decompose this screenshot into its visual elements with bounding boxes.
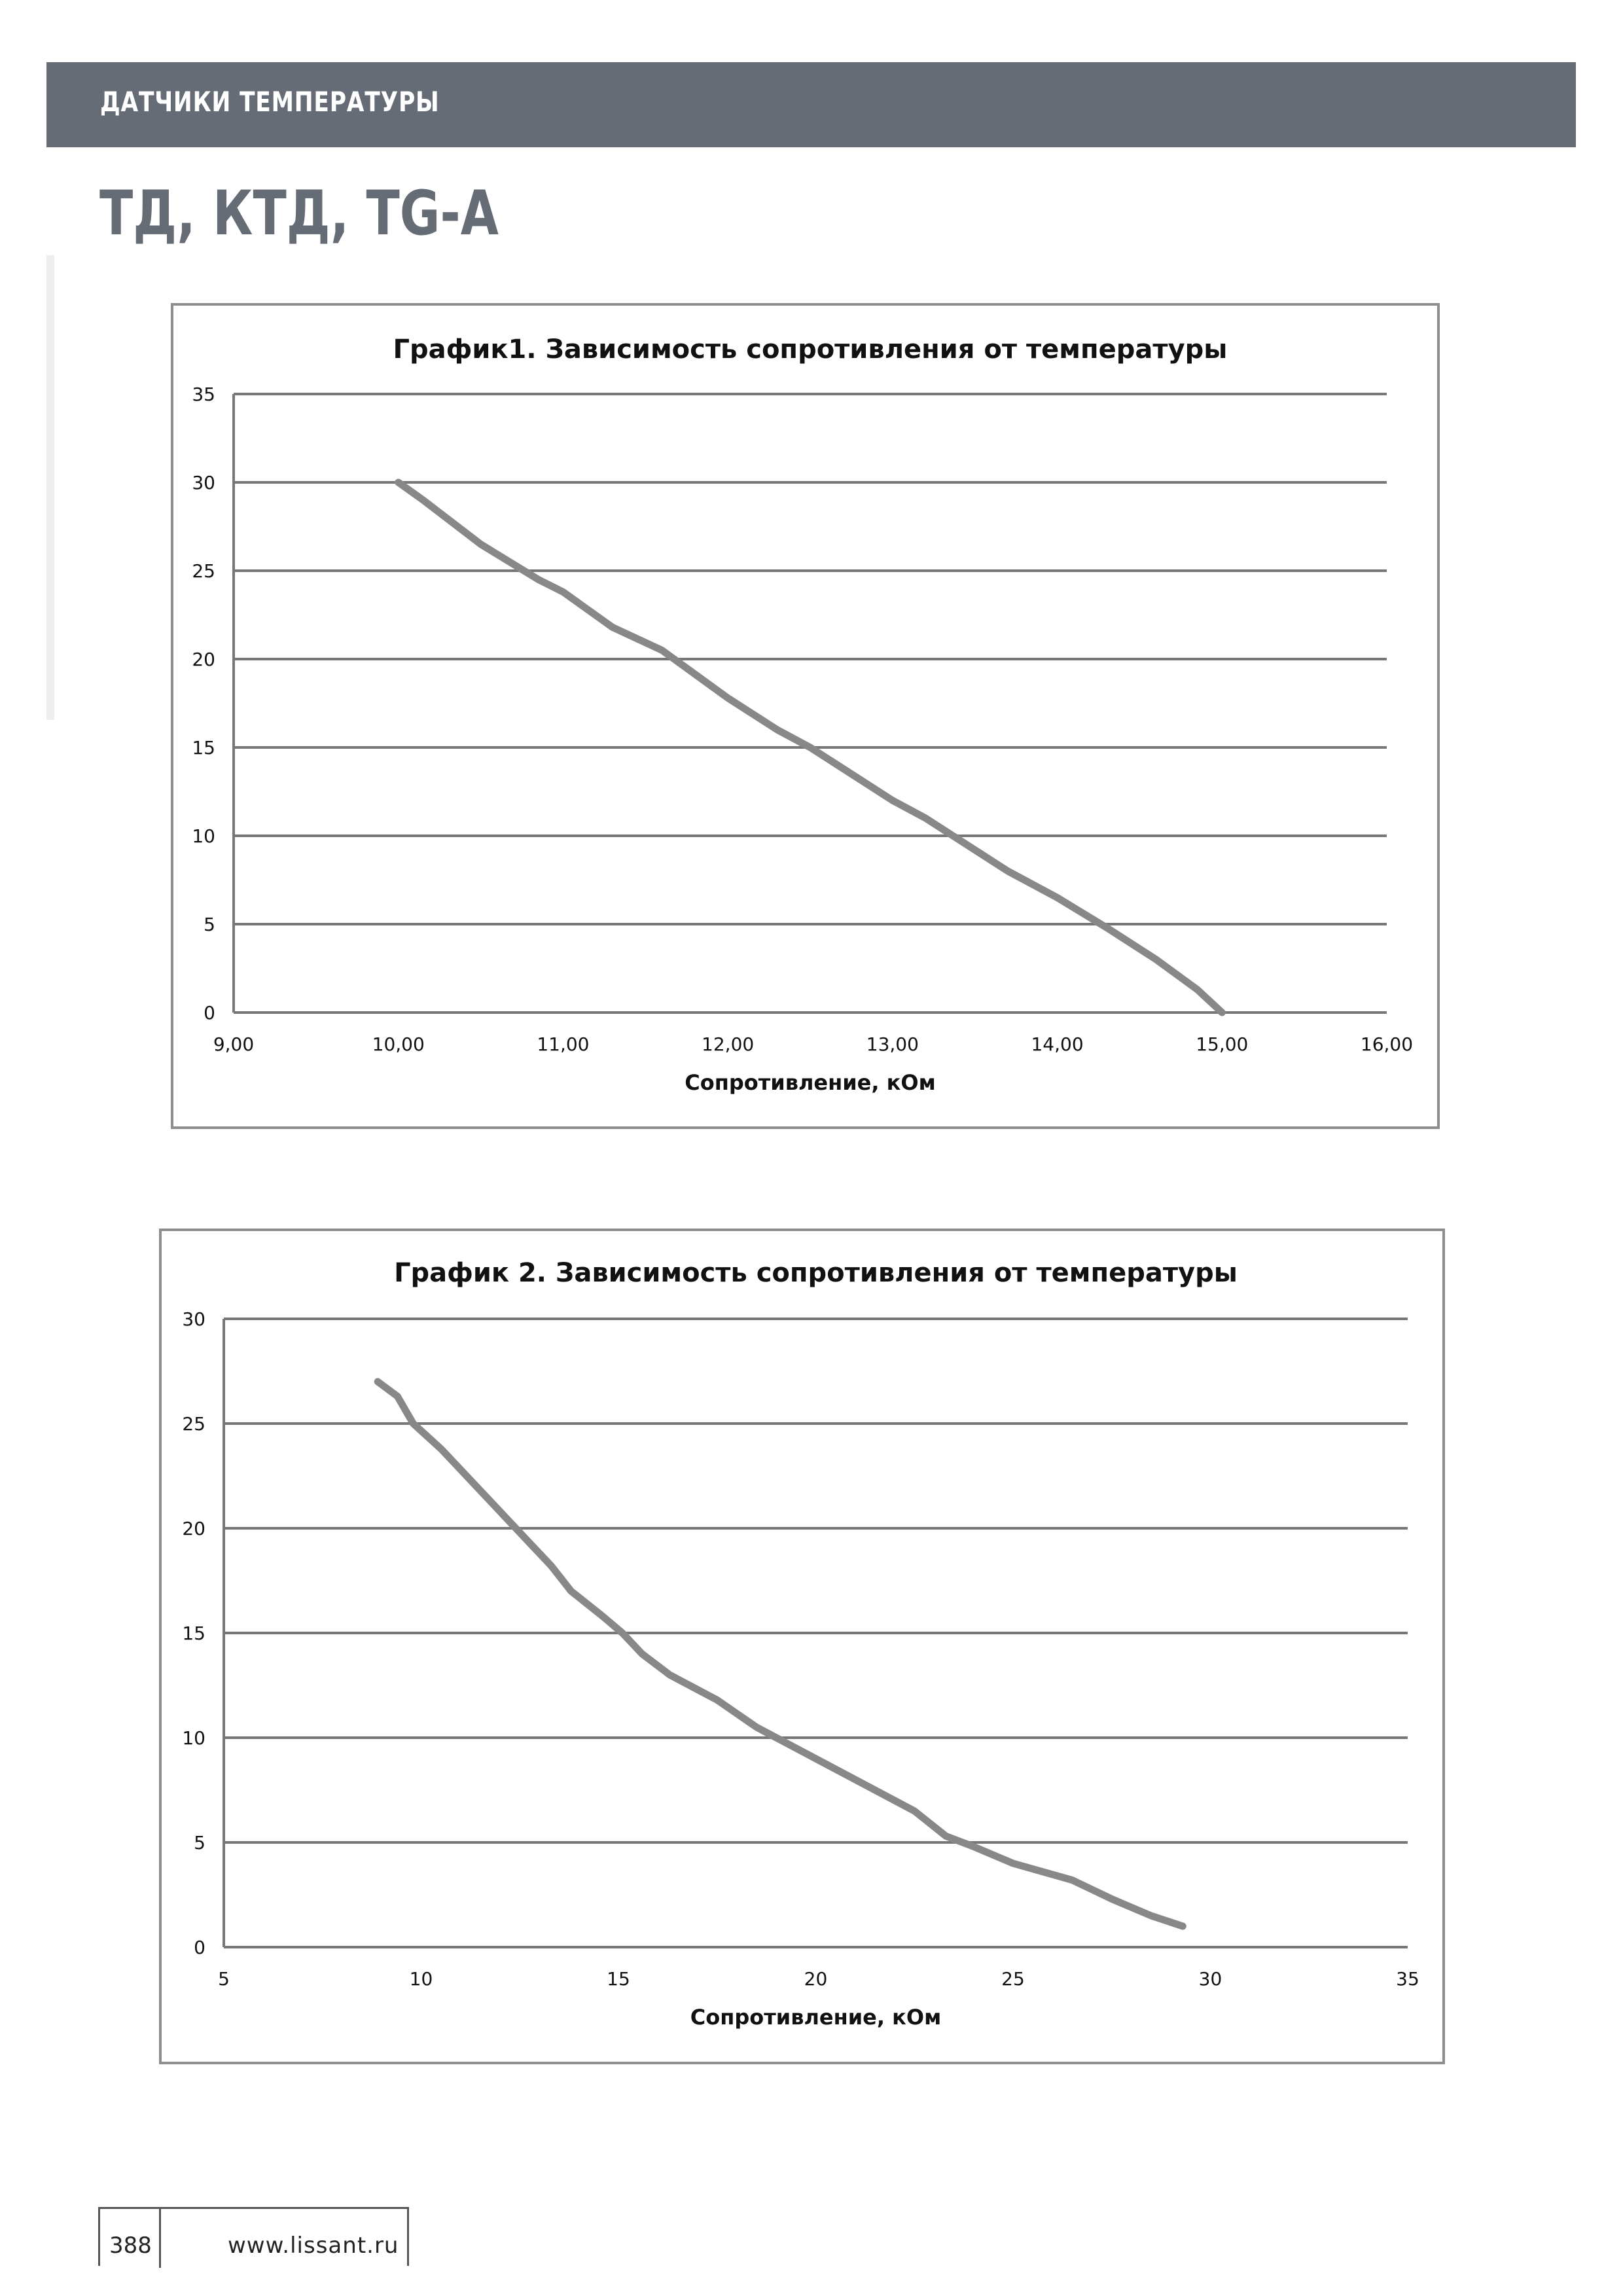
chart-title: График 2. Зависимость сопротивления от т… bbox=[394, 1258, 1238, 1288]
data-point bbox=[1012, 1863, 1014, 1864]
data-point bbox=[480, 544, 482, 545]
y-tick-label: 5 bbox=[204, 914, 215, 935]
data-point bbox=[622, 1632, 623, 1634]
data-point bbox=[641, 1653, 643, 1655]
x-tick-label: 35 bbox=[1396, 1968, 1419, 1990]
section-title: ДАТЧИКИ ТЕМПЕРАТУРЫ bbox=[100, 86, 440, 118]
series-line bbox=[374, 1378, 1186, 1930]
data-point bbox=[440, 1448, 442, 1449]
footer: 388 www.lissant.ru bbox=[98, 2207, 409, 2268]
y-tick-label: 20 bbox=[182, 1518, 205, 1539]
data-point bbox=[958, 838, 959, 840]
x-tick-label: 11,00 bbox=[537, 1033, 589, 1055]
page-title: ТД, КТД, TG-A bbox=[99, 178, 499, 249]
x-tick-label: 15 bbox=[607, 1968, 630, 1990]
section-header-bar: ДАТЧИКИ ТЕМПЕРАТУРЫ bbox=[46, 62, 1576, 147]
y-tick-label: 20 bbox=[192, 649, 215, 670]
data-point bbox=[835, 1768, 836, 1770]
data-point bbox=[925, 817, 926, 819]
y-tick-label: 5 bbox=[194, 1832, 205, 1854]
x-tick-label: 20 bbox=[804, 1968, 828, 1990]
footer-divider bbox=[159, 2209, 161, 2268]
x-tick-label: 30 bbox=[1199, 1968, 1222, 1990]
y-tick-label: 10 bbox=[192, 825, 215, 847]
data-point bbox=[460, 1469, 461, 1470]
chart-2-svg: График 2. Зависимость сопротивления от т… bbox=[182, 1258, 1419, 2030]
y-tick-label: 30 bbox=[182, 1308, 205, 1330]
data-point bbox=[538, 579, 539, 580]
data-point bbox=[892, 800, 893, 801]
data-point bbox=[1057, 897, 1058, 898]
y-tick-label: 0 bbox=[204, 1002, 215, 1024]
page-number: 388 bbox=[109, 2233, 152, 2259]
data-point bbox=[914, 1810, 915, 1812]
x-tick-label: 9,00 bbox=[213, 1033, 254, 1055]
chart-title: График1. Зависимость сопротивления от те… bbox=[393, 334, 1228, 365]
data-point bbox=[669, 1674, 670, 1676]
x-axis-label: Сопротивление, кОм bbox=[685, 1070, 935, 1095]
chart-1: График1. Зависимость сопротивления от те… bbox=[171, 303, 1440, 1129]
y-tick-label: 10 bbox=[182, 1727, 205, 1749]
data-point bbox=[499, 1511, 501, 1512]
data-point bbox=[612, 626, 613, 628]
y-tick-label: 25 bbox=[182, 1413, 205, 1435]
data-point bbox=[398, 482, 399, 483]
y-tick-label: 15 bbox=[192, 737, 215, 759]
data-point bbox=[602, 1615, 603, 1617]
side-stripe bbox=[46, 255, 54, 720]
x-tick-label: 10 bbox=[410, 1968, 433, 1990]
x-tick-label: 10,00 bbox=[372, 1033, 425, 1055]
data-point bbox=[397, 1395, 398, 1397]
data-point bbox=[810, 747, 811, 748]
data-point bbox=[874, 1789, 876, 1791]
x-tick-label: 15,00 bbox=[1196, 1033, 1248, 1055]
data-point bbox=[973, 1846, 974, 1847]
x-tick-label: 5 bbox=[218, 1968, 230, 1990]
x-tick-label: 14,00 bbox=[1031, 1033, 1083, 1055]
website-link[interactable]: www.lissant.ru bbox=[228, 2233, 399, 2259]
y-tick-label: 30 bbox=[192, 472, 215, 493]
chart-2: График 2. Зависимость сопротивления от т… bbox=[159, 1229, 1445, 2064]
x-tick-label: 16,00 bbox=[1361, 1033, 1413, 1055]
y-tick-label: 15 bbox=[182, 1623, 205, 1644]
chart-1-svg: График1. Зависимость сопротивления от те… bbox=[192, 334, 1413, 1095]
y-tick-label: 35 bbox=[192, 384, 215, 405]
x-tick-label: 25 bbox=[1001, 1968, 1025, 1990]
x-axis-label: Сопротивление, кОм bbox=[690, 2005, 941, 2030]
x-tick-label: 13,00 bbox=[866, 1033, 919, 1055]
y-tick-label: 0 bbox=[194, 1937, 205, 1958]
y-tick-label: 25 bbox=[192, 560, 215, 582]
data-point bbox=[1197, 989, 1198, 990]
x-tick-label: 12,00 bbox=[702, 1033, 754, 1055]
